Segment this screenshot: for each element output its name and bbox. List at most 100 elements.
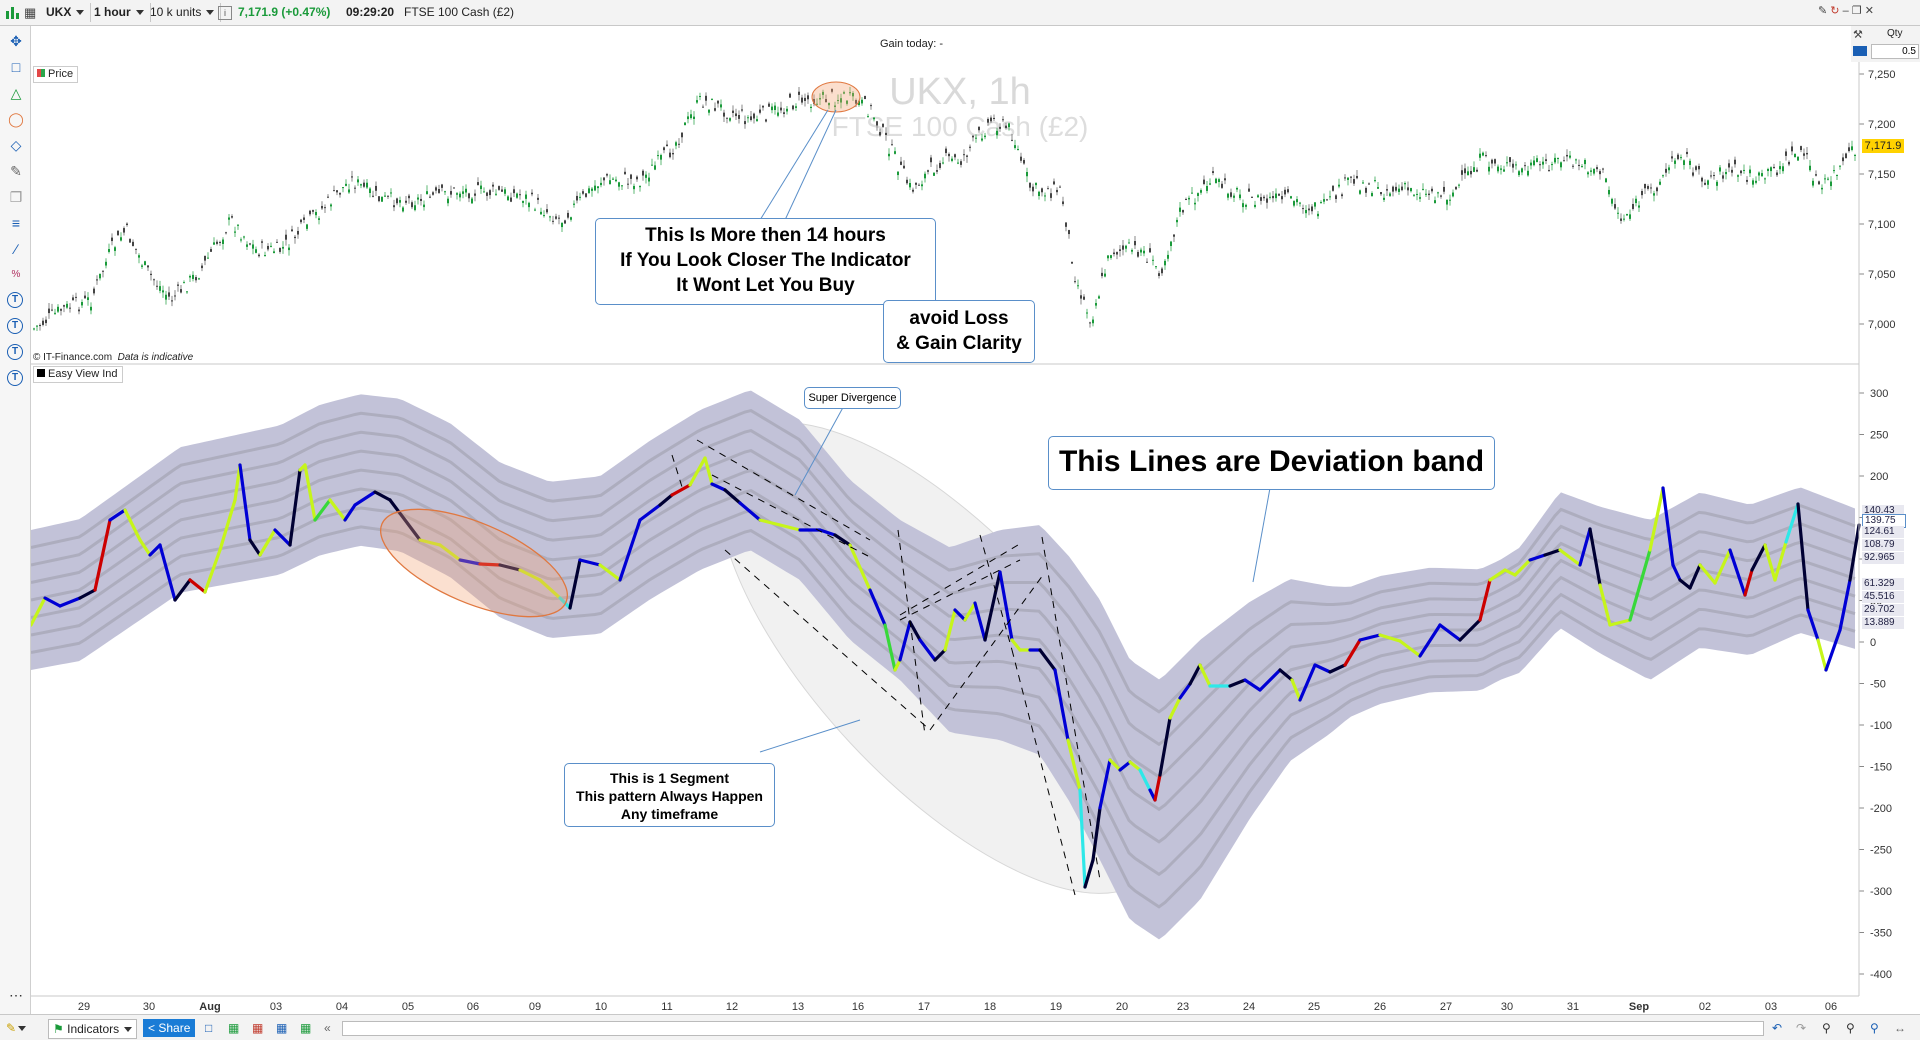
move-icon[interactable]: ✥	[10, 33, 22, 49]
indicators-button[interactable]: ⚑ Indicators	[48, 1019, 138, 1039]
calendar-icon[interactable]: ▦	[228, 1021, 240, 1035]
disclaimer-text: Data is indicative	[117, 352, 194, 363]
chevron-down-icon	[124, 1027, 133, 1033]
indicator-segment	[1713, 548, 1732, 585]
text-tool-icon[interactable]: T	[7, 370, 23, 386]
indicator-tick-label: 200	[1870, 471, 1888, 483]
x-tick-label: 16	[852, 1001, 864, 1013]
share-button[interactable]: < Share	[143, 1019, 196, 1037]
deviation-band-line	[30, 506, 1856, 877]
indicator-segment	[1816, 638, 1828, 672]
redo-icon[interactable]: ↷	[1796, 1021, 1807, 1035]
callout-line-2: If You Look Closer The Indicator	[620, 250, 911, 271]
indicator-segment	[1588, 527, 1602, 587]
indicator-segment	[458, 558, 482, 566]
text-tool-icon[interactable]: T	[7, 318, 23, 334]
table-icon[interactable]: ▦	[276, 1021, 288, 1035]
collapse-icon[interactable]: «	[324, 1021, 331, 1035]
indicator-segment	[1688, 563, 1702, 590]
units-dropdown[interactable]: 10 k units	[144, 3, 222, 22]
indicator-segment	[1118, 760, 1132, 772]
percent-tool-icon[interactable]: %	[11, 269, 21, 280]
horizontal-scrollbar[interactable]	[342, 1021, 1764, 1036]
indicator-segment	[1503, 568, 1517, 577]
bar-chart-icon[interactable]	[4, 3, 22, 22]
indicator-segment	[1378, 633, 1402, 643]
price-legend[interactable]: Price	[33, 66, 79, 83]
qty-input[interactable]	[1871, 44, 1919, 59]
indicator-segment	[598, 563, 622, 582]
text-tool-icon[interactable]: T	[7, 292, 23, 308]
chat-icon[interactable]: □	[205, 1021, 213, 1035]
trendline-tool-icon[interactable]: ∕	[14, 241, 18, 257]
export-icon[interactable]: ▦	[300, 1021, 312, 1035]
close-icon[interactable]: ✕	[1864, 5, 1874, 17]
price-pane[interactable]: UKX, 1h FTSE 100 Cash (£2)	[33, 71, 1856, 331]
copy-icon[interactable]: ❐	[9, 189, 23, 205]
indicator-tick-label: 250	[1870, 430, 1888, 442]
indicator-segment	[758, 518, 782, 527]
wrench-icon[interactable]: ⚒	[1853, 29, 1863, 41]
rectangle-tool-icon[interactable]: □	[11, 59, 21, 75]
indicator-tick-label: -100	[1870, 720, 1892, 732]
window-icons[interactable]: ✎ ↻ – ❐ ✕	[1818, 4, 1874, 17]
zoom-in-icon[interactable]: ⚲	[1870, 1021, 1879, 1035]
more-options-icon[interactable]: ⋯	[9, 987, 23, 1003]
grid-icon[interactable]: ▦	[24, 5, 37, 20]
indicator-segment	[1278, 668, 1294, 682]
band-value-label: 108.79	[1862, 539, 1904, 551]
indicator-segment	[29, 596, 47, 627]
undo-icon[interactable]: ↶	[1772, 1021, 1783, 1035]
price-y-axis: 7,250 7,200 7,150 7,100 7,050 7,000	[1859, 69, 1896, 331]
indicator-legend[interactable]: Easy View Ind	[33, 366, 123, 383]
chevron-down-icon	[135, 10, 144, 16]
indicator-segment	[710, 482, 727, 492]
callout-super-divergence: Super Divergence	[804, 387, 901, 409]
indicator-segment	[1108, 758, 1122, 772]
timeframe-dropdown[interactable]: 1 hour	[88, 3, 151, 22]
restore-icon[interactable]: ❐	[1851, 5, 1862, 17]
minimize-icon[interactable]: –	[1842, 5, 1849, 17]
band-value-label: 124.61	[1862, 526, 1904, 538]
indicator-segment	[998, 570, 1014, 642]
callout-deviation-band: This Lines are Deviation band	[1048, 436, 1495, 490]
deviation-band-line	[30, 487, 1856, 844]
price-watermark-subtitle: FTSE 100 Cash (£2)	[832, 111, 1089, 142]
band-value-label: 45.516	[1862, 591, 1904, 603]
indicator-segment	[108, 508, 127, 522]
instrument-dropdown[interactable]: UKX	[40, 3, 92, 22]
x-tick-label: 30	[1501, 1001, 1513, 1013]
x-tick-label: Sep	[1629, 1001, 1649, 1013]
fibonacci-tool-icon[interactable]: ≡	[11, 215, 21, 231]
indicator-segment	[1698, 563, 1717, 585]
text-tool-icon[interactable]: T	[7, 344, 23, 360]
refresh-icon[interactable]: ↻	[1830, 5, 1840, 17]
zoom-fit-icon[interactable]: ⚲	[1822, 1021, 1831, 1035]
channel-tool-icon[interactable]: ◇	[10, 137, 22, 153]
drawing-palette-icon[interactable]: ✎	[6, 1019, 27, 1037]
ruler-icon[interactable]: ✎	[10, 163, 22, 179]
indicator-segment	[848, 543, 872, 592]
indicator-tick-label: -350	[1870, 928, 1892, 940]
ellipse-tool-icon[interactable]: ◯	[8, 111, 24, 127]
sheet-icon[interactable]: ▦	[252, 1021, 264, 1035]
share-icon: <	[148, 1021, 156, 1035]
x-tick-label: 13	[792, 1001, 804, 1013]
indicator-segment	[723, 488, 742, 505]
band-value-label: 29.702	[1862, 604, 1904, 616]
zoom-out-icon[interactable]: ⚲	[1846, 1021, 1855, 1035]
indicator-segment	[1628, 548, 1652, 622]
indicator-segment	[418, 538, 442, 547]
indicator-tick-label: -50	[1870, 679, 1886, 691]
info-icon[interactable]: i	[218, 6, 232, 20]
x-tick-label: 09	[529, 1001, 541, 1013]
keyboard-icon[interactable]	[1853, 46, 1867, 56]
brush-icon[interactable]: ✎	[1818, 5, 1828, 17]
x-tick-label: 20	[1116, 1001, 1128, 1013]
indicator-segment	[1128, 760, 1142, 772]
expand-icon[interactable]: ↔	[1894, 1021, 1906, 1035]
deviation-band-line	[30, 429, 1856, 747]
triangle-tool-icon[interactable]: △	[10, 85, 22, 101]
indicator-pane[interactable]	[29, 353, 1861, 962]
